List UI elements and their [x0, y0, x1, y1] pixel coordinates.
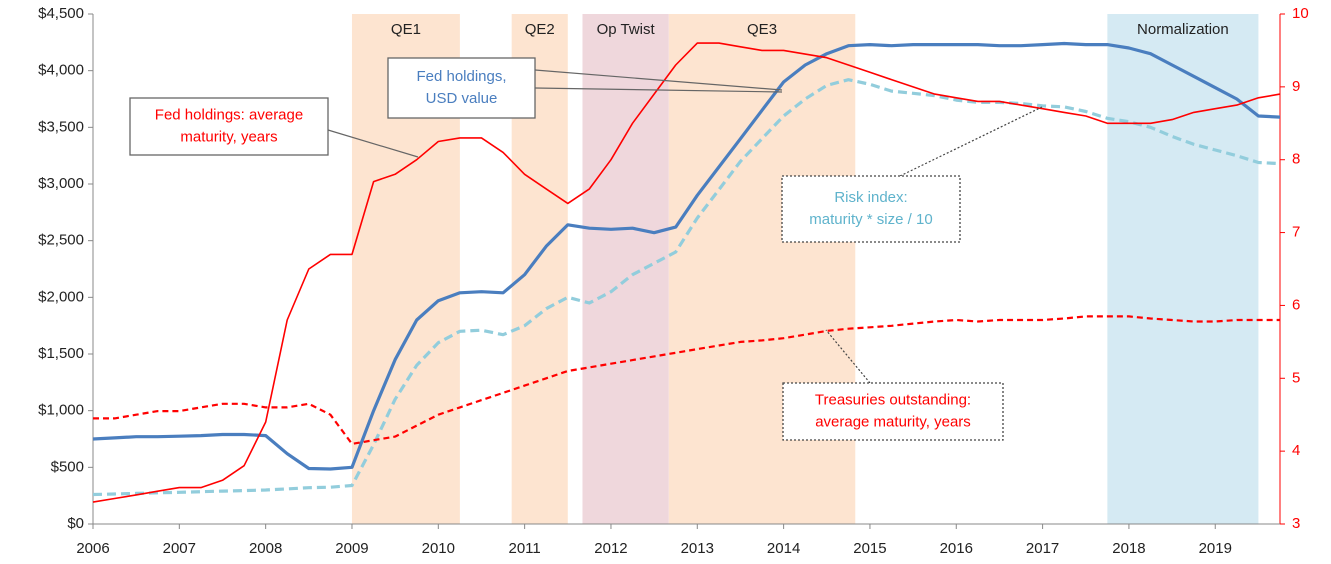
bands: QE1 QE2 Op Twist QE3 Normalization: [351, 14, 1259, 524]
leader: [899, 106, 1043, 177]
y-tick-label: $1,000: [38, 402, 84, 419]
x-tick-label: 2018: [1112, 540, 1145, 557]
x-tick-label: 2019: [1199, 540, 1232, 557]
band-label: QE2: [525, 21, 555, 38]
x-tick-label: 2008: [249, 540, 282, 557]
y-tick-label: $3,000: [38, 175, 84, 192]
plot: $0 $500 $1,000 $1,500 $2,000 $2,500 $3,000 $3,5…: [38, 5, 1309, 557]
band-label: Op Twist: [597, 21, 656, 38]
callout-box: [387, 57, 536, 119]
series-line: [93, 315, 1280, 445]
leader: [327, 129, 419, 158]
leader: [534, 69, 783, 91]
y-tick-label: $1,500: [38, 345, 84, 362]
annotations: Fed holdings: average maturity, years Fed …: [129, 57, 1043, 441]
y2-tick-label: 6: [1292, 296, 1300, 313]
band: [582, 14, 669, 524]
x-tick-label: 2016: [940, 540, 973, 557]
x-tick-label: 2006: [76, 540, 109, 557]
x-tick-label: 2017: [1026, 540, 1059, 557]
callout-text: maturity * size / 10: [809, 211, 932, 228]
y-tick-label: $2,500: [38, 232, 84, 249]
y2-tick-label: 4: [1292, 442, 1300, 459]
x-tick-label: 2013: [681, 540, 714, 557]
y2-tick-label: 5: [1292, 369, 1300, 386]
callout-box: [782, 382, 1004, 441]
band-label: QE3: [747, 21, 777, 38]
band: [1107, 14, 1259, 524]
series-line: [92, 41, 1281, 471]
callout-text: Fed holdings,: [416, 68, 506, 85]
series-line: [92, 42, 1281, 503]
band-label: Normalization: [1137, 21, 1229, 38]
callout-text: Fed holdings: average: [155, 106, 303, 123]
x-tick-label: 2010: [422, 540, 455, 557]
series-line: [92, 78, 1281, 497]
callout-text: average maturity, years: [815, 413, 971, 430]
y-tick-label: $2,000: [38, 288, 84, 305]
callout-box: [781, 175, 961, 243]
callout-text: USD value: [426, 90, 498, 107]
y-tick-label: $4,000: [38, 62, 84, 79]
leader: [534, 87, 783, 93]
x-tick-label: 2015: [853, 540, 886, 557]
y2-tick-label: 8: [1292, 151, 1300, 168]
y-tick-label: $0: [67, 515, 84, 532]
x-tick-label: 2009: [335, 540, 368, 557]
x-tick-label: 2012: [594, 540, 627, 557]
y2-tick-label: 7: [1292, 224, 1300, 241]
leader: [825, 329, 871, 384]
callout-box: [129, 97, 329, 156]
callout-text: maturity, years: [180, 128, 277, 145]
y-tick-label: $500: [51, 458, 84, 475]
x-tick-label: 2014: [767, 540, 800, 557]
y2-tick-label: 9: [1292, 78, 1300, 95]
y2-tick-label: 10: [1292, 5, 1309, 22]
x-tick-label: 2011: [509, 540, 541, 557]
callout-text: Treasuries outstanding:: [815, 391, 971, 408]
band-label: QE1: [391, 21, 421, 38]
y-tick-label: $3,500: [38, 118, 84, 135]
y-tick-label: $4,500: [38, 5, 84, 22]
callout-text: Risk index:: [834, 189, 907, 206]
x-tick-label: 2007: [163, 540, 196, 557]
y2-tick-label: 3: [1292, 515, 1300, 532]
